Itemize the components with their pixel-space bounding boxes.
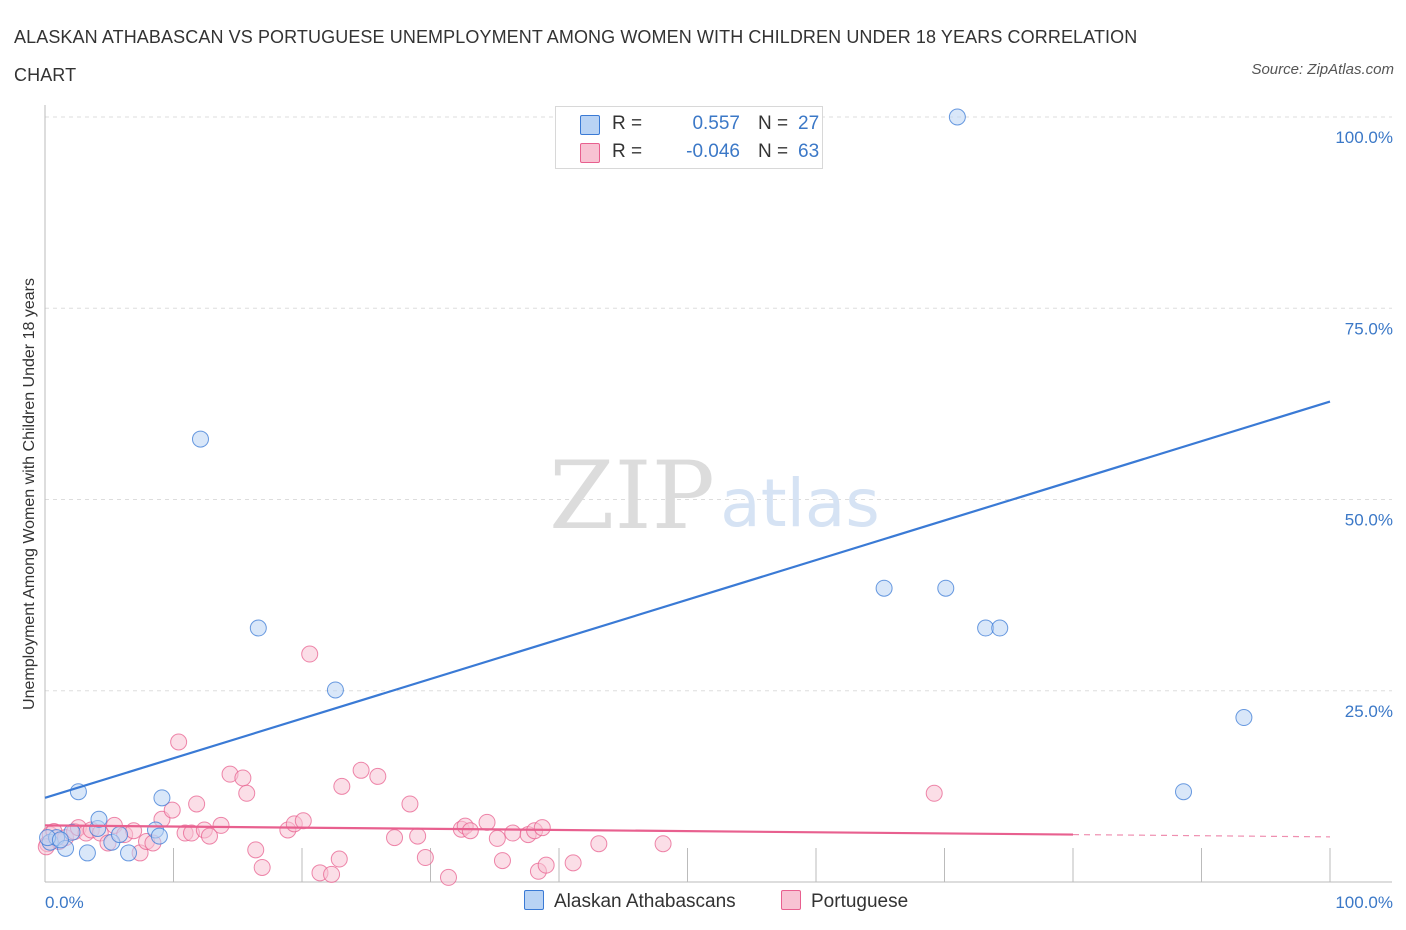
legend-label: Portuguese — [811, 891, 909, 912]
data-point — [1175, 783, 1193, 801]
legend-r-value: -0.046 — [686, 141, 740, 162]
axes — [44, 105, 1392, 883]
data-point — [212, 816, 230, 834]
data-point — [478, 813, 496, 831]
data-point — [301, 645, 319, 663]
legend-r-key: R = — [612, 141, 643, 162]
data-point — [493, 852, 511, 870]
legend-swatch-blue — [580, 115, 600, 135]
y-tick-label: 100.0% — [1335, 128, 1393, 147]
x-tick-label: 0.0% — [45, 893, 84, 912]
data-point — [200, 827, 218, 845]
legend-n-value: 63 — [798, 141, 820, 162]
data-point — [991, 619, 1009, 637]
legend-r-key: R = — [612, 113, 643, 134]
data-point — [416, 849, 434, 867]
data-point — [504, 824, 522, 842]
grid-lines — [45, 116, 1392, 692]
chart-title: ALASKAN ATHABASCAN VS PORTUGUESE UNEMPLO… — [14, 27, 1138, 85]
data-point — [188, 795, 206, 813]
data-point — [937, 579, 955, 597]
data-point — [948, 108, 966, 126]
data-point — [1235, 709, 1253, 727]
data-point — [90, 810, 108, 828]
trend-line-portuguese-extension — [1072, 833, 1331, 838]
legend-swatch-pink — [580, 143, 600, 163]
data-point — [409, 827, 427, 845]
data-point — [191, 430, 209, 448]
legend-item-portuguese[interactable]: Portuguese — [781, 890, 908, 913]
correlation-legend: R = 0.557 N = 27 R = -0.046 N = 63 — [555, 106, 823, 169]
data-point — [163, 801, 181, 819]
data-point — [323, 865, 341, 883]
data-point — [238, 784, 256, 802]
trend-line-portuguese — [44, 824, 1074, 836]
data-point — [977, 619, 995, 637]
data-point — [249, 619, 267, 637]
data-point — [461, 822, 479, 840]
data-point — [875, 579, 893, 597]
y-tick-label: 25.0% — [1345, 702, 1393, 721]
source-credit: Source: ZipAtlas.com — [1251, 61, 1394, 78]
data-point — [488, 829, 506, 847]
series-alaskan-athabascans-points — [39, 108, 1253, 862]
trend-line-alaskan-athabascans — [44, 400, 1331, 799]
data-point — [120, 844, 138, 862]
data-point — [51, 831, 69, 849]
x-tick-label: 100.0% — [1335, 893, 1393, 912]
trend-lines — [44, 400, 1331, 838]
data-point — [369, 767, 387, 785]
data-point — [333, 777, 351, 795]
data-point — [234, 769, 252, 787]
legend-swatch-pink — [781, 890, 801, 910]
data-point — [150, 827, 168, 845]
data-point — [925, 784, 943, 802]
legend-n-key: N = — [758, 141, 789, 162]
data-point — [564, 854, 582, 872]
legend-n-value: 27 — [798, 113, 820, 134]
data-point — [401, 795, 419, 813]
y-axis-title: Unemployment Among Women with Children U… — [21, 278, 38, 710]
x-tick-labels: 0.0% 100.0% — [45, 893, 1393, 912]
data-point — [654, 835, 672, 853]
legend-r-value: 0.557 — [692, 113, 740, 134]
legend-label: Alaskan Athabascans — [554, 891, 736, 912]
data-point — [170, 733, 188, 751]
data-point — [294, 812, 312, 830]
data-point — [439, 868, 457, 886]
data-point — [253, 858, 271, 876]
y-tick-label: 75.0% — [1345, 319, 1393, 338]
data-point — [111, 826, 129, 844]
data-point — [78, 844, 96, 862]
watermark: ZIP atlas — [549, 442, 880, 551]
data-point — [330, 850, 348, 868]
data-point — [352, 761, 370, 779]
legend-swatch-blue — [524, 890, 544, 910]
legend-n-key: N = — [758, 113, 789, 134]
y-tick-labels: 25.0% 50.0% 75.0% 100.0% — [1335, 128, 1393, 721]
data-point — [326, 681, 344, 699]
watermark-zip: ZIP — [549, 442, 715, 551]
data-point — [386, 829, 404, 847]
data-point — [590, 835, 608, 853]
data-point — [247, 841, 265, 859]
y-tick-label: 50.0% — [1345, 511, 1393, 530]
watermark-atlas: atlas — [720, 465, 880, 542]
data-point — [537, 856, 555, 874]
data-point — [533, 819, 551, 837]
data-point — [153, 789, 171, 807]
legend-item-alaskan-athabascans[interactable]: Alaskan Athabascans — [524, 890, 736, 913]
